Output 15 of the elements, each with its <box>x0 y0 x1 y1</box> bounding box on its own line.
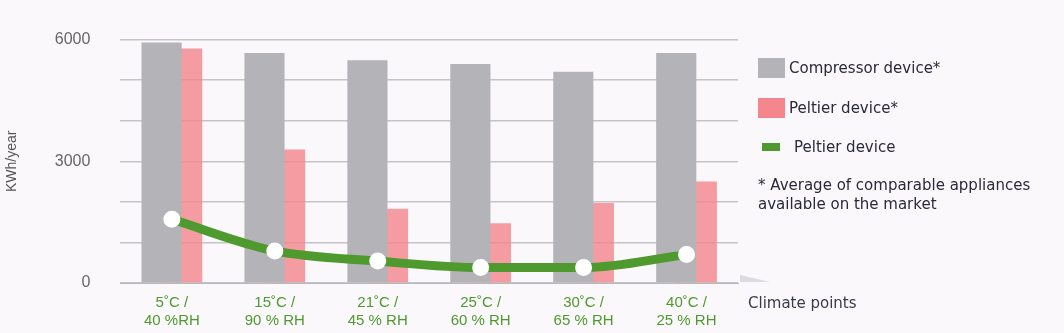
text: * Average of comparable appliances available on the market <box>758 176 1032 214</box>
x-tick-label: 5˚C / 40 %RH <box>143 293 200 329</box>
legend-label: Peltier device* <box>789 99 898 117</box>
legend-label: Compressor device* <box>789 59 941 77</box>
y-tick-label: 6000 <box>54 30 91 48</box>
x-tick-label: 30˚C / 65 % RH <box>553 293 614 329</box>
x-axis-title: Climate points <box>748 293 857 312</box>
y-axis-title: KWh/year <box>3 130 20 193</box>
legend-label: Peltier device <box>794 138 896 156</box>
x-tick-label: 40˚C / 25 % RH <box>656 293 717 329</box>
x-tick-label: 25˚C / 60 % RH <box>450 293 511 329</box>
y-tick-label: 3000 <box>54 151 91 169</box>
y-tick-label: 0 <box>81 273 91 291</box>
x-tick-label: 21˚C / 45 % RH <box>347 293 408 329</box>
x-tick-label: 15˚C / 90 % RH <box>244 293 305 329</box>
